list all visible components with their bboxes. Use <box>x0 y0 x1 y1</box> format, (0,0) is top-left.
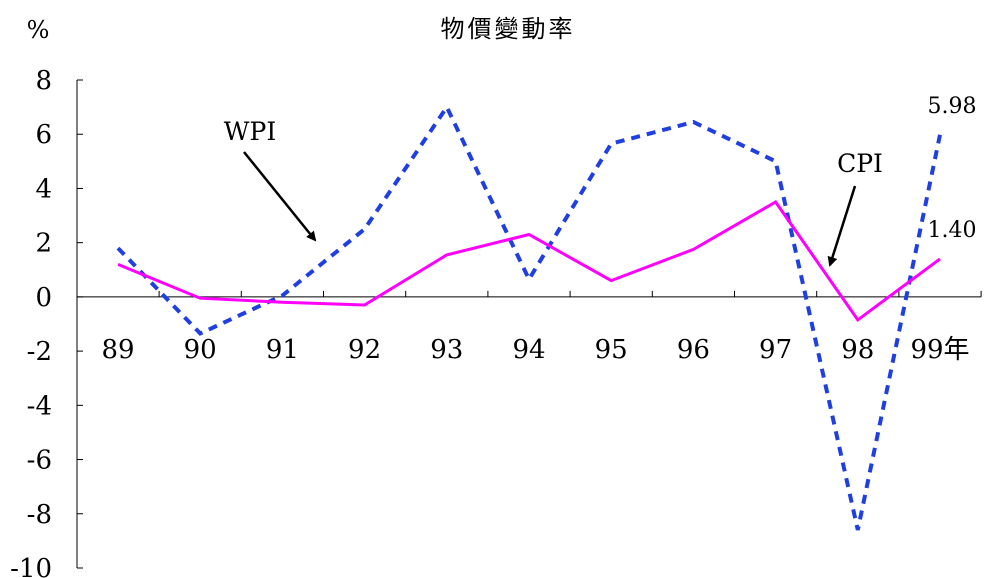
x-tick-label: 89 <box>101 335 134 365</box>
callout-label-cpi: CPI <box>837 149 883 178</box>
end-value-label-wpi: 5.98 <box>928 94 977 119</box>
x-tick-label: 94 <box>512 335 545 365</box>
x-tick-label: 90 <box>184 335 217 365</box>
y-tick-label: -6 <box>27 446 52 476</box>
series-line-wpi <box>116 103 942 531</box>
x-axis-ticks: 89 90 91 92 93 94 95 96 97 98 99年 <box>101 290 982 365</box>
end-value-label-cpi: 1.40 <box>928 218 977 243</box>
y-tick-label: 2 <box>35 229 52 259</box>
y-tick-label: -2 <box>27 337 52 367</box>
callout-arrow-wpi <box>243 151 317 242</box>
y-tick-label: 6 <box>35 120 52 150</box>
y-tick-label: -10 <box>10 554 52 578</box>
x-tick-label: 92 <box>348 335 381 365</box>
x-tick-label: 97 <box>759 335 792 365</box>
chart-title: 物價變動率 <box>441 15 576 43</box>
y-axis-ticks: 8 6 4 2 0 -2 -4 -6 -8 -10 <box>10 66 83 578</box>
series-lines <box>116 103 942 531</box>
x-tick-label: 99年 <box>910 335 969 365</box>
x-tick-label: 96 <box>677 335 710 365</box>
y-tick-label: 4 <box>35 174 52 204</box>
y-tick-label: 8 <box>35 66 52 96</box>
y-tick-label: -4 <box>27 391 52 421</box>
series-line-cpi <box>117 200 941 323</box>
callout-arrow-cpi <box>827 185 857 267</box>
x-tick-label: 98 <box>841 335 874 365</box>
callout-label-wpi: WPI <box>224 117 276 146</box>
axes <box>76 80 982 568</box>
x-tick-label: 91 <box>266 335 299 365</box>
y-tick-label: -8 <box>27 500 52 530</box>
y-tick-label: 0 <box>35 283 52 313</box>
series-callouts: 5.98 1.40 WPI CPI <box>224 94 977 267</box>
x-tick-label: 93 <box>430 335 463 365</box>
x-tick-label: 95 <box>595 335 628 365</box>
y-unit-label: % <box>27 16 50 44</box>
